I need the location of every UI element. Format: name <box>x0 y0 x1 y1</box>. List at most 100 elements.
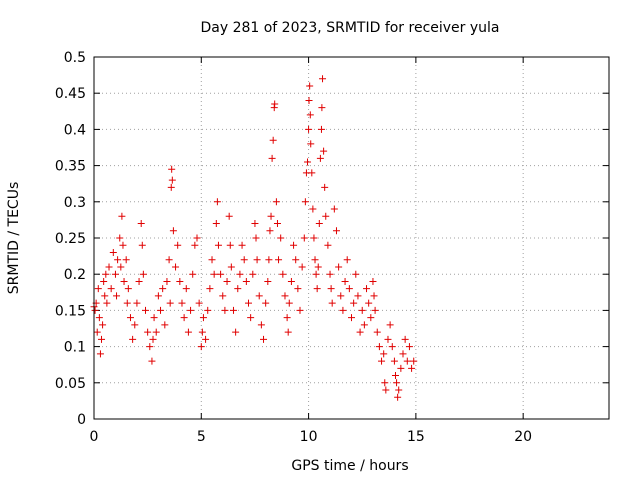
data-point <box>113 292 121 300</box>
data-point <box>212 220 220 228</box>
data-point <box>168 176 176 184</box>
data-point <box>116 234 124 242</box>
data-point <box>330 205 338 213</box>
data-point <box>161 321 169 329</box>
data-point <box>281 292 289 300</box>
y-tick-label: 0.45 <box>55 86 86 102</box>
data-point <box>306 111 314 119</box>
data-point <box>283 314 291 322</box>
data-point <box>117 263 125 271</box>
data-point <box>339 306 347 314</box>
data-point <box>384 335 392 343</box>
data-point <box>378 357 386 365</box>
data-point <box>307 140 315 148</box>
data-point <box>277 234 285 242</box>
x-axis-label: GPS time / hours <box>291 458 408 474</box>
data-point <box>360 321 368 329</box>
data-point <box>219 292 227 300</box>
data-point <box>118 212 126 220</box>
data-point <box>253 256 261 264</box>
chart-title: Day 281 of 2023, SRMTID for receiver yul… <box>200 20 499 36</box>
data-point <box>371 306 379 314</box>
data-point <box>272 198 280 206</box>
data-point <box>172 263 180 271</box>
data-point <box>122 256 130 264</box>
data-point <box>363 285 371 293</box>
data-point <box>137 220 145 228</box>
data-point <box>309 205 317 213</box>
data-point <box>375 343 383 351</box>
data-point <box>91 306 99 314</box>
tick-layer: 0 0.05 0.1 0.15 0.2 0.25 0.3 0.35 0.4 0.45 0.5 0 5 10… <box>55 50 609 445</box>
data-point <box>99 321 107 329</box>
data-point <box>403 357 411 365</box>
y-axis-label: SRMTID / TECUs <box>6 182 22 295</box>
data-point <box>271 100 279 108</box>
data-point <box>310 234 318 242</box>
data-point <box>343 256 351 264</box>
data-point <box>321 183 329 191</box>
data-point <box>95 314 103 322</box>
data-point <box>332 227 340 235</box>
data-point <box>107 285 115 293</box>
data-point <box>369 277 377 285</box>
data-point <box>152 328 160 336</box>
data-point <box>314 263 322 271</box>
y-tick-label: 0.05 <box>55 376 86 392</box>
data-point <box>124 285 132 293</box>
data-point <box>327 285 335 293</box>
data-point <box>202 335 210 343</box>
data-point <box>354 292 362 300</box>
data-point <box>94 285 102 293</box>
data-point <box>234 285 242 293</box>
data-points <box>90 75 418 401</box>
data-point <box>341 277 349 285</box>
data-point <box>255 292 263 300</box>
data-point <box>204 306 212 314</box>
data-point <box>316 154 324 162</box>
data-point <box>247 314 255 322</box>
data-point <box>373 328 381 336</box>
data-point <box>296 306 304 314</box>
data-point <box>304 158 312 166</box>
data-point <box>252 234 260 242</box>
data-point <box>262 299 270 307</box>
data-point <box>184 328 192 336</box>
data-point <box>394 393 402 401</box>
data-point <box>227 263 235 271</box>
data-point <box>399 350 407 358</box>
data-point <box>221 306 229 314</box>
data-point <box>138 241 146 249</box>
x-tick-label: 0 <box>90 429 99 445</box>
data-point <box>193 234 201 242</box>
x-tick-label: 5 <box>197 429 206 445</box>
data-point <box>269 136 277 144</box>
data-point <box>150 314 158 322</box>
data-point <box>324 241 332 249</box>
data-point <box>350 299 358 307</box>
data-point <box>391 372 399 380</box>
data-point <box>103 299 111 307</box>
data-point <box>305 125 313 133</box>
data-point <box>315 220 323 228</box>
data-point <box>275 256 283 264</box>
data-point <box>142 306 149 314</box>
data-point <box>129 335 137 343</box>
data-point <box>119 241 127 249</box>
x-tick-label: 10 <box>300 429 318 445</box>
data-point <box>284 328 292 336</box>
data-point <box>249 270 257 278</box>
data-point <box>386 321 394 329</box>
data-point <box>273 220 281 228</box>
data-point <box>294 285 302 293</box>
data-point <box>308 169 316 177</box>
data-point <box>267 212 275 220</box>
data-point <box>245 299 252 307</box>
x-tick-label: 15 <box>407 429 425 445</box>
data-point <box>176 277 184 285</box>
data-point <box>93 328 101 336</box>
data-point <box>335 263 343 271</box>
data-point <box>223 277 231 285</box>
data-point <box>257 321 265 329</box>
data-point <box>298 263 306 271</box>
